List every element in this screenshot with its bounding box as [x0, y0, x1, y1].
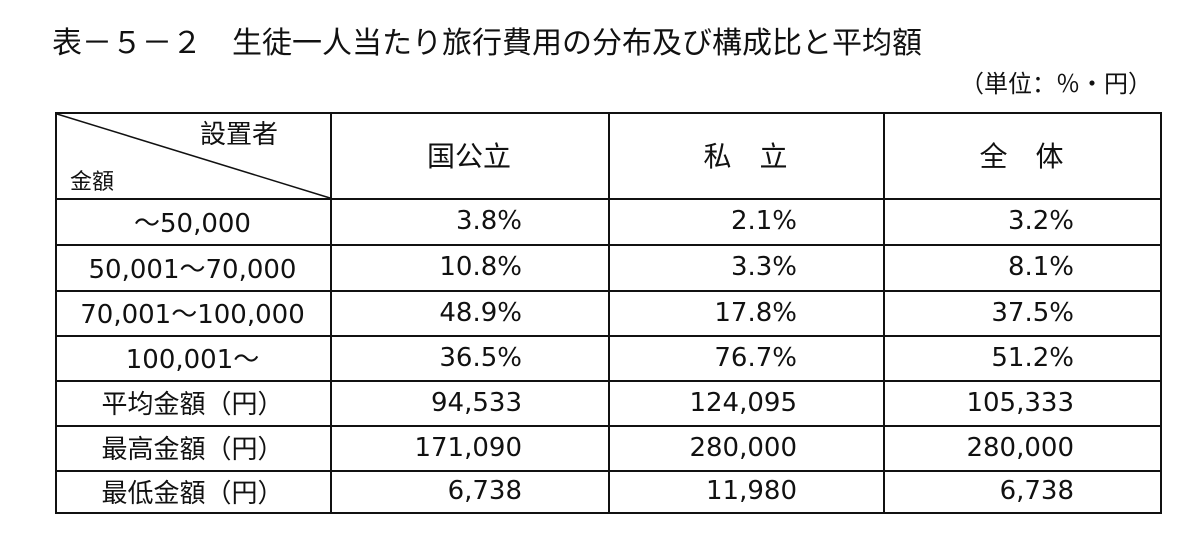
row-header: 平均金額（円） — [101, 390, 284, 420]
cell-value: 3.2% — [1007, 206, 1074, 236]
h-rule — [55, 512, 1162, 514]
cell-value: 280,000 — [966, 432, 1074, 463]
h-rule — [55, 198, 1162, 200]
cell-value: 3.3% — [730, 252, 797, 282]
cell-value: 76.7% — [714, 342, 797, 373]
v-rule — [1160, 112, 1162, 512]
row-header: 70,001～100,000 — [80, 300, 305, 330]
corner-top: 設置者 — [200, 120, 279, 150]
cell-value: 6,738 — [999, 476, 1074, 506]
cell-value: 37.5% — [991, 297, 1074, 328]
title: 表－５－２ 生徒一人当たり旅行費用の分布及び構成比と平均額 — [52, 26, 922, 61]
h-rule — [55, 244, 1162, 246]
v-rule — [330, 112, 332, 512]
v-rule — [608, 112, 610, 512]
column-header: 国公立 — [426, 140, 511, 173]
column-header: 私 立 — [703, 140, 788, 173]
h-rule — [55, 290, 1162, 292]
cell-value: 17.8% — [714, 297, 797, 328]
cell-value: 171,090 — [414, 432, 522, 463]
cell-value: 51.2% — [991, 342, 1074, 373]
h-rule — [55, 380, 1162, 382]
corner-bottom: 金額 — [70, 170, 115, 195]
cell-value: 8.1% — [1007, 252, 1074, 282]
row-header: 100,001～ — [125, 345, 260, 375]
h-rule — [55, 112, 1162, 114]
cell-value: 2.1% — [730, 206, 797, 236]
h-rule — [55, 470, 1162, 472]
v-rule — [55, 112, 57, 512]
column-header: 全 体 — [979, 140, 1064, 173]
row-header: ～50,000 — [134, 208, 251, 239]
cell-value: 105,333 — [966, 387, 1074, 418]
row-header: 最高金額（円） — [101, 435, 284, 465]
cell-value: 36.5% — [439, 342, 522, 373]
cell-value: 6,738 — [447, 476, 522, 506]
h-rule — [55, 425, 1162, 427]
h-rule — [55, 335, 1162, 337]
cell-value: 10.8% — [439, 252, 522, 282]
unit-note: （単位：％・円） — [960, 70, 1152, 98]
cell-value: 94,533 — [431, 387, 522, 418]
row-header: 最低金額（円） — [101, 478, 284, 509]
v-rule — [883, 112, 885, 512]
cell-value: 11,980 — [706, 476, 797, 506]
cell-value: 280,000 — [689, 432, 797, 463]
row-header: 50,001～70,000 — [88, 254, 297, 285]
diagonal-line — [56, 113, 331, 199]
cell-value: 48.9% — [439, 297, 522, 328]
cell-value: 124,095 — [689, 387, 797, 418]
cell-value: 3.8% — [455, 206, 522, 236]
